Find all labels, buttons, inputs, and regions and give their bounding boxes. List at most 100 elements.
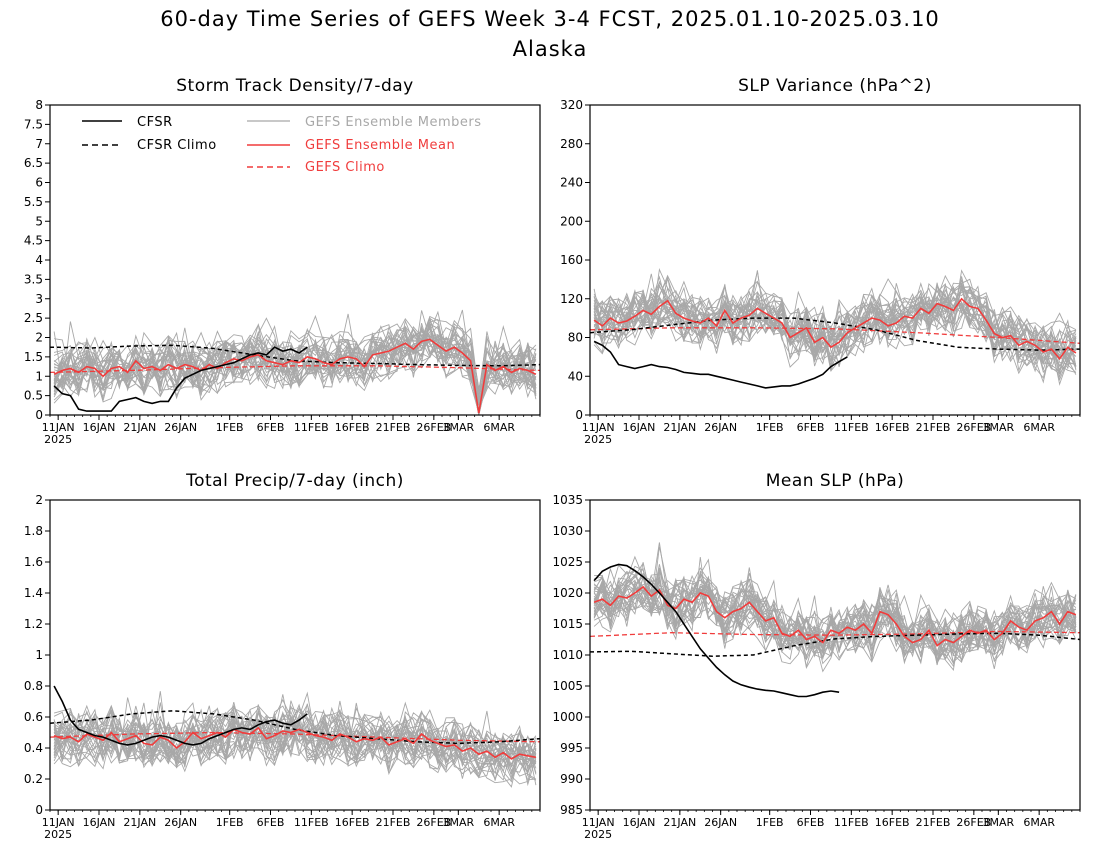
x-tick-label: 11JAN [42, 816, 75, 829]
y-tick-label: 1.4 [24, 586, 43, 600]
panel-title: Storm Track Density/7-day [176, 76, 413, 96]
panel-title: Total Precip/7-day (inch) [185, 471, 404, 491]
y-tick-label: 1.6 [24, 555, 43, 569]
panel-title: Mean SLP (hPa) [766, 471, 905, 491]
x-tick-label: 6MAR [1023, 421, 1055, 434]
x-tick-label: 16FEB [335, 421, 370, 434]
x-tick-label: 21FEB [916, 816, 951, 829]
y-tick-label: 5 [35, 214, 43, 228]
x-tick-label: 6FEB [257, 421, 285, 434]
y-tick-label: 1 [35, 369, 43, 383]
series-line-ensemble-mean [53, 726, 537, 760]
series-line-gefs-climo [50, 365, 540, 374]
series-line-cfsr [593, 340, 848, 389]
x-tick-label: 6FEB [797, 816, 825, 829]
plot-frame [589, 499, 1081, 811]
series-line-ensemble-member [53, 329, 537, 411]
figure-subtitle: Alaska [513, 37, 588, 61]
x-tick-label: 26FEB [956, 816, 991, 829]
series-line-gefs-climo [590, 327, 1080, 344]
y-tick-label: 985 [560, 803, 583, 817]
x-tick-label: 26JAN [164, 421, 197, 434]
x-tick-label: 1FEB [216, 816, 244, 829]
y-tick-label: 0.6 [24, 710, 43, 724]
y-tick-label: 3 [35, 292, 43, 306]
y-tick-label: 7.5 [24, 117, 43, 131]
legend-label-cfsr: CFSR [137, 115, 173, 130]
panel-slp-variance: SLP Variance (hPa^2) 0 40 80 120 160 200 240 280… [560, 76, 1081, 446]
panel-storm-track-density: Storm Track Density/7-day 0 0.5 1 1.5 2 2.5 3 3.… [24, 76, 541, 446]
x-tick-label: 11JAN [582, 421, 615, 434]
y-tick-label: 1005 [552, 679, 583, 693]
series-line-ensemble-member [593, 284, 1077, 366]
series-line-cfsr-climo [590, 317, 1080, 351]
series-line-ensemble-member [593, 271, 1077, 363]
y-tick-label: 2.5 [24, 311, 43, 325]
y-tick-label: 1020 [552, 586, 583, 600]
series-line-ensemble-mean [593, 585, 1077, 647]
y-tick-label: 6 [35, 176, 43, 190]
y-tick-label: 320 [560, 98, 583, 112]
x-tick-label: 3MAR [442, 816, 474, 829]
x-tick-label: 1FEB [756, 421, 784, 434]
x-tick-label: 26JAN [704, 816, 737, 829]
x-tick-label: 16JAN [623, 421, 656, 434]
y-tick-label: 1 [35, 648, 43, 662]
y-tick-label: 0 [575, 408, 583, 422]
y-tick-label: 1015 [552, 617, 583, 631]
x-tick-label: 6FEB [797, 421, 825, 434]
x-tick-label: 26FEB [416, 816, 451, 829]
x-tick-label: 21FEB [916, 421, 951, 434]
series-line-ensemble-mean [53, 338, 537, 414]
series-line-ensemble-member [594, 564, 1077, 658]
x-tick-label: 16FEB [875, 816, 910, 829]
y-tick-label: 240 [560, 176, 583, 190]
series-line-ensemble-member [593, 571, 1077, 668]
x-tick-label: 26FEB [956, 421, 991, 434]
series-line-ensemble-member [54, 325, 537, 404]
series-line-ensemble-member [593, 293, 1077, 375]
series-line-ensemble-member [593, 280, 1077, 364]
series-line-ensemble-member [53, 694, 537, 767]
legend-label-members: GEFS Ensemble Members [305, 115, 482, 130]
y-tick-label: 0.8 [24, 679, 43, 693]
series-line-ensemble-member [53, 702, 537, 763]
y-tick-label: 0.5 [24, 389, 43, 403]
y-tick-label: 1010 [552, 648, 583, 662]
x-year-label: 2025 [44, 828, 72, 841]
y-tick-label: 990 [560, 772, 583, 786]
series-line-cfsr [593, 563, 840, 698]
series-line-ensemble-member [53, 309, 537, 406]
panel-mean-slp: Mean SLP (hPa) 985 990 995 1000 1005 1010 1015 1… [552, 471, 1081, 841]
x-tick-label: 21JAN [123, 816, 156, 829]
x-tick-label: 21FEB [376, 816, 411, 829]
y-tick-label: 0 [35, 803, 43, 817]
x-year-label: 2025 [584, 828, 612, 841]
panel-total-precip: Total Precip/7-day (inch)00.20.40.60.811… [24, 471, 541, 841]
y-tick-label: 2 [35, 331, 43, 345]
x-tick-label: 3MAR [982, 816, 1014, 829]
y-tick-label: 200 [560, 214, 583, 228]
x-tick-label: 26FEB [416, 421, 451, 434]
series-line-ensemble-member [593, 281, 1077, 367]
y-tick-label: 0.4 [24, 741, 43, 755]
series-line-gefs-climo [50, 731, 540, 743]
x-tick-label: 6MAR [483, 816, 515, 829]
x-tick-label: 1FEB [216, 421, 244, 434]
series-line-cfsr-climo [50, 344, 540, 367]
series-line-ensemble-member [593, 575, 1077, 657]
series-line-ensemble-member [53, 325, 537, 413]
x-tick-label: 6MAR [1023, 816, 1055, 829]
plot-frame [589, 104, 1081, 416]
y-tick-label: 1030 [552, 524, 583, 538]
y-tick-label: 7 [35, 137, 43, 151]
series-line-cfsr [53, 685, 308, 746]
y-tick-label: 1.2 [24, 617, 43, 631]
series-line-ensemble-mean [593, 297, 1077, 361]
x-year-label: 2025 [584, 433, 612, 446]
y-tick-label: 160 [560, 253, 583, 267]
series-line-cfsr [53, 346, 308, 412]
plot-area [590, 542, 1080, 698]
series-line-gefs-climo [590, 630, 1080, 638]
